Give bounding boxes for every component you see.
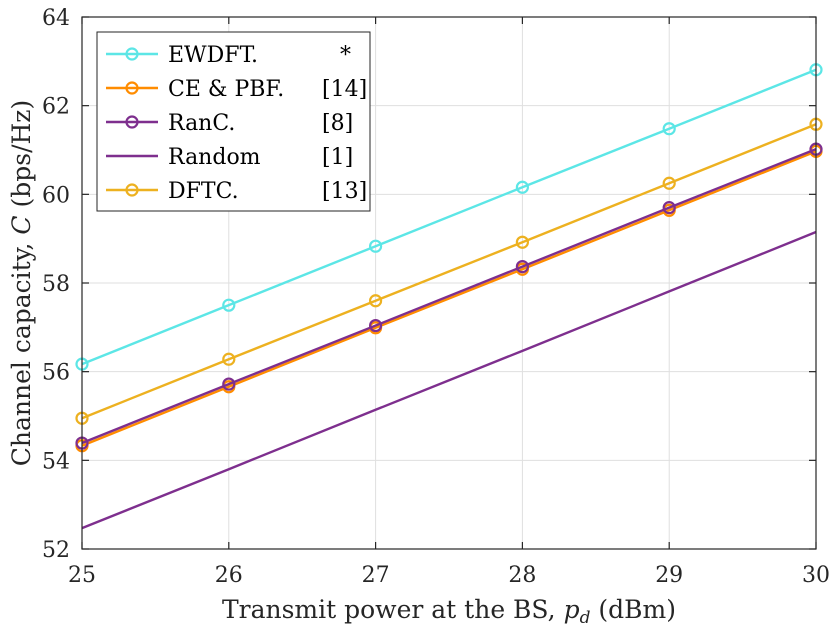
legend-label: EWDFT. [168, 43, 258, 68]
x-tick-label: 26 [215, 563, 243, 588]
data-point [662, 201, 676, 215]
legend-ref: [13] [322, 179, 367, 204]
data-point [662, 176, 676, 190]
y-tick-label: 54 [42, 449, 70, 474]
legend-swatch-marker [125, 47, 139, 61]
legend-label: DFTC. [168, 179, 239, 204]
legend-ref: * [340, 43, 351, 68]
data-point [222, 377, 236, 391]
y-axis-label: Channel capacity, C (bps/Hz) [7, 100, 36, 466]
y-tick-label: 60 [42, 183, 70, 208]
x-tick-label: 30 [802, 563, 830, 588]
data-point [222, 352, 236, 366]
data-point [222, 298, 236, 312]
data-point [662, 122, 676, 136]
legend-item: RanC. [8] [106, 111, 353, 136]
series-random [81, 230, 817, 530]
legend-item: Random [1] [106, 145, 353, 170]
x-axis-label: Transmit power at the BS, pd (dBm) [222, 595, 676, 628]
y-tick-label: 62 [42, 95, 70, 120]
x-tick-label: 25 [68, 563, 96, 588]
legend-ref: [1] [322, 145, 353, 170]
legend-item: DFTC. [13] [106, 179, 367, 204]
legend-item: CE & PBF. [14] [106, 77, 367, 102]
y-tick-labels: 52 54 56 58 60 62 64 [42, 6, 70, 563]
y-tick-label: 58 [42, 272, 70, 297]
legend-swatch-marker [125, 81, 139, 95]
y-tick-label: 52 [42, 538, 70, 563]
series-line [81, 123, 817, 420]
x-tick-label: 27 [362, 563, 390, 588]
series-dftc [75, 117, 823, 425]
y-tick-label: 56 [42, 361, 70, 386]
series-line [81, 68, 817, 366]
legend: EWDFT. * CE & PBF. [14] RanC. [8] Random [1] DFT… [96, 31, 371, 212]
data-point [369, 239, 383, 253]
x-tick-label: 29 [655, 563, 683, 588]
legend-label: RanC. [168, 111, 235, 136]
x-tick-labels: 25 26 27 28 29 30 [68, 563, 830, 588]
y-tick-label: 64 [42, 6, 70, 31]
legend-item: EWDFT. * [106, 43, 351, 68]
ticks [81, 16, 817, 550]
data-point [515, 180, 530, 194]
data-point [369, 294, 383, 308]
data-point [369, 318, 383, 333]
data-point [515, 235, 530, 249]
x-tick-label: 28 [508, 563, 536, 588]
legend-label: CE & PBF. [168, 77, 284, 102]
series-line [81, 150, 817, 447]
legend-swatch-marker [125, 115, 139, 129]
legend-ref: [8] [322, 111, 353, 136]
series-line [81, 147, 817, 445]
legend-ref: [14] [322, 77, 367, 102]
legend-label: Random [168, 145, 261, 170]
legend-swatch-marker [125, 183, 139, 197]
data-point [515, 259, 530, 274]
series-line [81, 230, 817, 530]
